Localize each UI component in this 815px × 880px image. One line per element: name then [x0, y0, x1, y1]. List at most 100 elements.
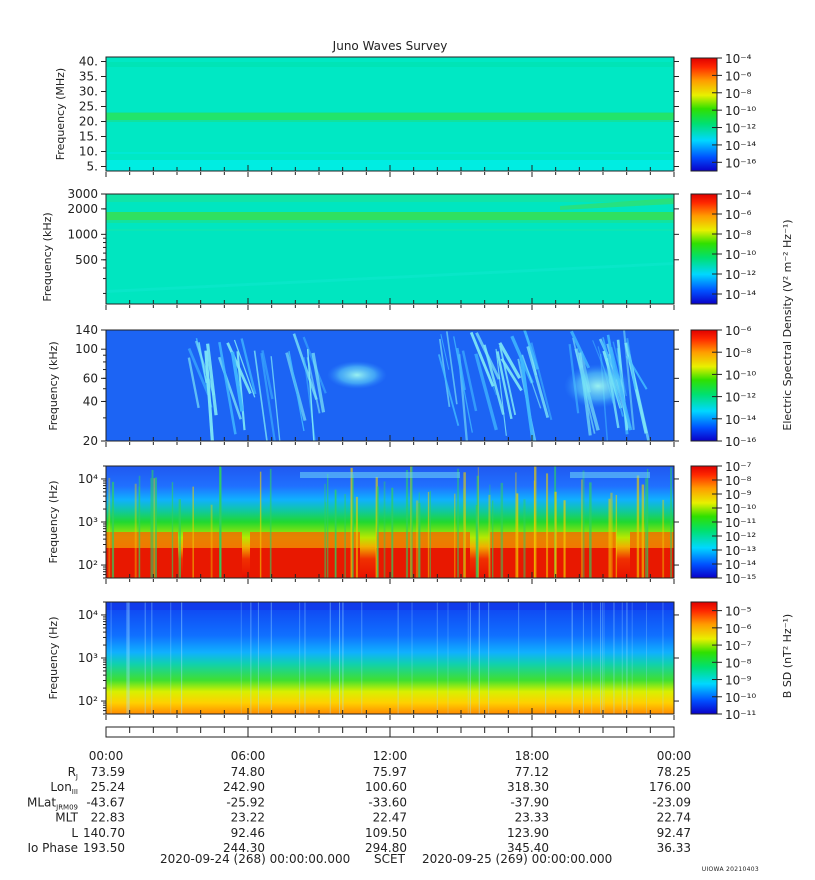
emission-block	[318, 532, 360, 550]
colorbar-tick-label: 10⁻⁶	[725, 69, 752, 83]
y-tick-label: 100	[75, 342, 98, 356]
ylabel-hfr-high: Frequency (MHz)	[54, 68, 67, 160]
colorbar-tick-label: 10⁻¹⁰	[725, 691, 756, 705]
ephemeris-label: MLatJRM09	[27, 795, 78, 811]
ephemeris-label: RJ	[68, 765, 78, 781]
time-axis-labels: 00:00 06:00 12:00 18:00 00:00	[89, 749, 692, 763]
ephemeris-subscript: J	[75, 773, 78, 781]
y-tick-label: 10⁴	[78, 472, 98, 486]
ephemeris-value: 36.33	[657, 841, 691, 855]
ephemeris-value: 73.59	[91, 765, 125, 779]
colorbar-magnetic: 10⁻⁵ 10⁻⁶ 10⁻⁷ 10⁻⁸ 10⁻⁹ 10⁻¹⁰ 10⁻¹¹	[690, 601, 756, 722]
ylabel-hfr-low: Frequency (kHz)	[41, 212, 54, 301]
spectral-band-21mhz	[106, 113, 674, 120]
y-tick-label: 30.	[79, 85, 98, 99]
y-tick-label: 2000	[67, 202, 98, 216]
emission-block	[630, 548, 674, 578]
colorbar-label-electric: Electric Spectral Density (V² m⁻² Hz⁻¹)	[781, 219, 794, 430]
time-label: 00:00	[89, 749, 124, 763]
colorbar-tick-label: 10⁻¹⁴	[725, 288, 756, 302]
y-tick-label: 25.	[79, 100, 98, 114]
credit-stamp: UIOWA 20210403	[701, 866, 759, 873]
colorbar-tick-label: 10⁻⁴	[725, 188, 752, 202]
yticks-lfr-high: 20 40 60 100 140	[75, 323, 679, 448]
footer-end-time: 2020-09-25 (269) 00:00:00.000	[422, 852, 613, 866]
ephemeris-value: 23.33	[515, 811, 549, 825]
colorbar-tick-label: 10⁻⁷	[725, 460, 752, 474]
ephemeris-value: 176.00	[649, 780, 691, 794]
emission-block	[490, 532, 616, 550]
panel-magnetic	[106, 602, 674, 714]
emission-block	[250, 532, 318, 550]
time-label: 00:00	[657, 749, 692, 763]
y-tick-label: 140	[75, 323, 98, 337]
ephemeris-value: 23.22	[231, 811, 265, 825]
colorbar-tick-label: 10⁻¹¹	[725, 708, 756, 722]
panel-hfr-high	[106, 57, 674, 171]
colorbar-tick-label: 10⁻¹⁰	[725, 502, 756, 516]
colorbar-tick-label: 10⁻¹⁴	[725, 558, 756, 572]
y-tick-label: 20	[83, 434, 98, 448]
colorbar-tick-label: 10⁻¹⁶	[725, 156, 756, 170]
emission-block	[490, 548, 616, 578]
y-tick-label: 10²	[78, 694, 98, 708]
ephemeris-label: LonIII	[50, 780, 78, 796]
ephemeris-value: 75.97	[373, 765, 407, 779]
ephemeris-label: MLT	[55, 811, 78, 825]
colorbar-tick-label: 10⁻⁶	[725, 324, 752, 338]
ephemeris-value: 294.80	[365, 841, 407, 855]
ephemeris-subscript: JRM09	[55, 803, 78, 811]
colorbar-tick-label: 10⁻¹²	[725, 268, 756, 282]
ephemeris-value: 123.90	[507, 826, 549, 840]
y-tick-label: 10³	[78, 515, 98, 529]
ephemeris-value: 78.25	[657, 765, 691, 779]
y-tick-label: 40.	[79, 55, 98, 69]
intense-emission-blocks	[106, 532, 674, 578]
colorbar-tick-label: 10⁻⁹	[725, 674, 752, 688]
colorbar-tick-label: 10⁻¹⁵	[725, 572, 756, 586]
colorbar-tick-label: 10⁻⁶	[725, 622, 752, 636]
emission-block	[106, 548, 178, 578]
time-label: 12:00	[373, 749, 408, 763]
colorbar-tick-label: 10⁻¹³	[725, 544, 756, 558]
colorbar-lfr-low: 10⁻⁷10⁻⁸10⁻⁹10⁻¹⁰10⁻¹¹10⁻¹²10⁻¹³10⁻¹⁴10⁻…	[690, 460, 756, 586]
ephemeris-value: -33.60	[368, 795, 407, 809]
y-tick-label: 10³	[78, 651, 98, 665]
ephemeris-value: 25.24	[91, 780, 125, 794]
y-tick-label: 1000	[67, 227, 98, 241]
y-tick-label: 5.	[87, 160, 98, 174]
spectral-band-1700khz	[106, 212, 674, 220]
colorbar-tick-label: 10⁻⁹	[725, 488, 752, 502]
time-label: 06:00	[231, 749, 266, 763]
colorbar-tick-label: 10⁻⁸	[725, 87, 752, 101]
colorbar-tick-label: 10⁻⁵	[725, 605, 752, 619]
ephemeris-value: 74.80	[231, 765, 265, 779]
ephemeris-value: 92.47	[657, 826, 691, 840]
ephemeris-value: -37.90	[510, 795, 549, 809]
ephemeris-value: 345.40	[507, 841, 549, 855]
ephemeris-value: 22.83	[91, 811, 125, 825]
colorbar-tick-label: 10⁻¹⁰	[725, 248, 756, 262]
emission-blob-1	[327, 361, 387, 389]
ephemeris-value: -23.09	[652, 795, 691, 809]
ephemeris-value: 244.30	[223, 841, 265, 855]
colorbar-tick-label: 10⁻⁸	[725, 228, 752, 242]
ephemeris-value: 193.50	[83, 841, 125, 855]
colorbar-tick-label: 10⁻¹⁰	[725, 104, 756, 118]
ylabel-lfr-high: Frequency (kHz)	[47, 341, 60, 430]
ephemeris-value: 22.74	[657, 811, 691, 825]
colorbar-lfr-high: 10⁻⁶ 10⁻⁸ 10⁻¹⁰ 10⁻¹² 10⁻¹⁴ 10⁻¹⁶	[690, 324, 756, 449]
footer-scet-label: SCET	[374, 852, 405, 866]
ephemeris-table: RJ 73.59 74.80 75.97 77.12 78.25 LonIII 25.24 24…	[27, 765, 691, 855]
yticks-magnetic: 10² 10³ 10⁴	[78, 601, 679, 715]
y-tick-label: 10⁴	[78, 608, 98, 622]
ephemeris-value: 77.12	[515, 765, 549, 779]
ephemeris-value: 92.46	[231, 826, 265, 840]
colorbar-label-magnetic: B SD (nT² Hz⁻¹)	[781, 614, 794, 698]
colorbar-hfr-high: 10⁻⁴ 10⁻⁶ 10⁻⁸ 10⁻¹⁰ 10⁻¹² 10⁻¹⁴ 10⁻¹⁶	[690, 52, 756, 172]
ephemeris-label: L	[71, 826, 78, 840]
colorbar-tick-label: 10⁻⁸	[725, 346, 752, 360]
panel-lfr-low	[106, 466, 674, 578]
